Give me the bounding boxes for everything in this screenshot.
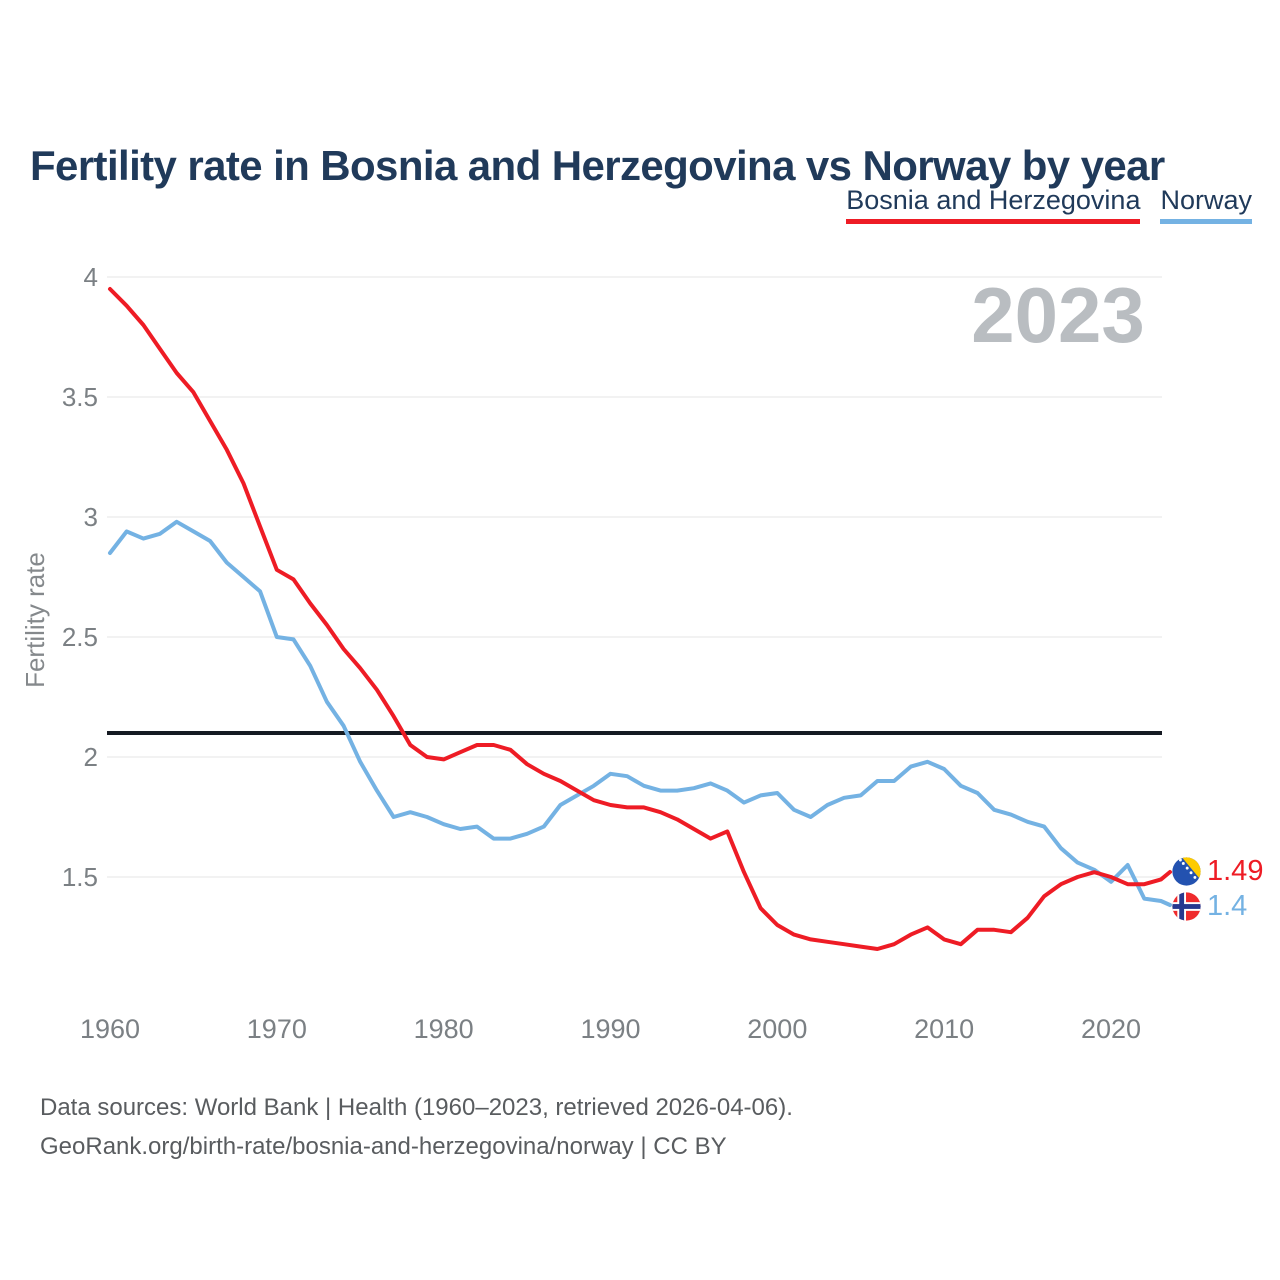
x-tick-label: 1990 — [580, 1014, 640, 1044]
footer-attribution: GeoRank.org/birth-rate/bosnia-and-herzeg… — [40, 1133, 727, 1160]
watermark-year: 2023 — [971, 271, 1145, 359]
y-tick-label: 3.5 — [62, 382, 98, 412]
series-line-norway — [108, 519, 1172, 907]
x-tick-label: 1960 — [80, 1014, 140, 1044]
end-value-norway: 1.4 — [1207, 890, 1248, 922]
x-tick-label: 1980 — [414, 1014, 474, 1044]
legend-item-norway[interactable]: Norway — [1160, 185, 1252, 224]
y-tick-label: 3 — [84, 502, 98, 532]
footer: Data sources: World Bank | Health (1960–… — [40, 1088, 793, 1166]
y-tick-label: 2.5 — [62, 622, 98, 652]
bosnia-and-herzegovina-flag-icon — [1172, 857, 1201, 886]
series-line-bosnia-and-herzegovina — [108, 287, 1172, 951]
footer-data-sources: Data sources: World Bank | Health (1960–… — [40, 1094, 793, 1121]
page-title: Fertility rate in Bosnia and Herzegovina… — [30, 142, 1165, 190]
legend-item-bosnia[interactable]: Bosnia and Herzegovina — [846, 185, 1141, 224]
x-tick-label: 2010 — [914, 1014, 974, 1044]
legend: Bosnia and Herzegovina Norway — [846, 185, 1252, 224]
end-value-bosnia: 1.49 — [1207, 855, 1264, 887]
y-tick-label: 4 — [84, 262, 98, 292]
x-tick-label: 2020 — [1081, 1014, 1141, 1044]
norway-flag-icon — [1172, 892, 1201, 921]
x-tick-label: 2000 — [747, 1014, 807, 1044]
y-tick-label: 2 — [84, 742, 98, 772]
x-tick-label: 1970 — [247, 1014, 307, 1044]
y-axis-title: Fertility rate — [20, 552, 50, 688]
y-tick-label: 1.5 — [62, 862, 98, 892]
